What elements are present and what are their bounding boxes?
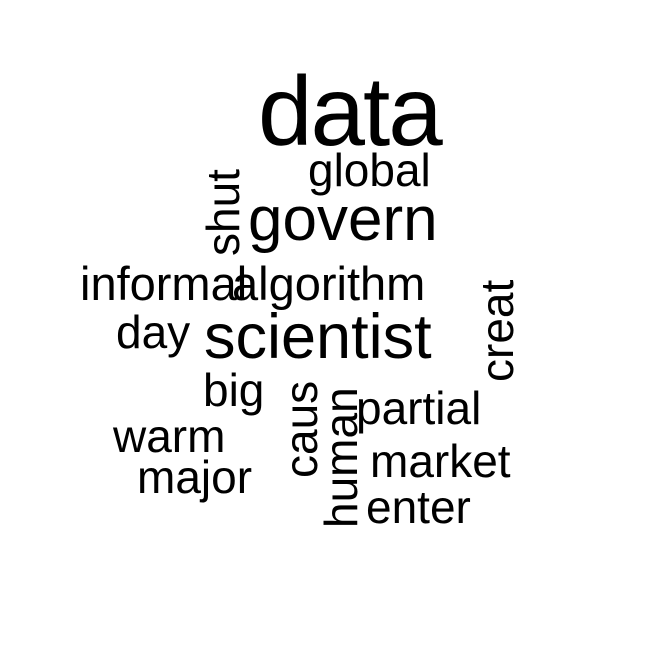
word-data: data	[258, 56, 443, 166]
word-creat: creat	[471, 279, 523, 382]
word-shut: shut	[197, 169, 249, 256]
word-day: day	[116, 306, 191, 358]
word-major: major	[137, 451, 253, 503]
word-market: market	[370, 435, 511, 487]
word-informal: informal	[80, 257, 248, 310]
word-warm: warm	[113, 410, 226, 462]
word-partial: partial	[356, 382, 482, 434]
word-algorithm: algorithm	[232, 257, 426, 310]
word-scientist: scientist	[204, 302, 432, 372]
word-enter: enter	[366, 481, 471, 533]
word-govern: govern	[248, 185, 438, 254]
word-global: global	[308, 144, 431, 196]
word-big: big	[203, 364, 265, 416]
